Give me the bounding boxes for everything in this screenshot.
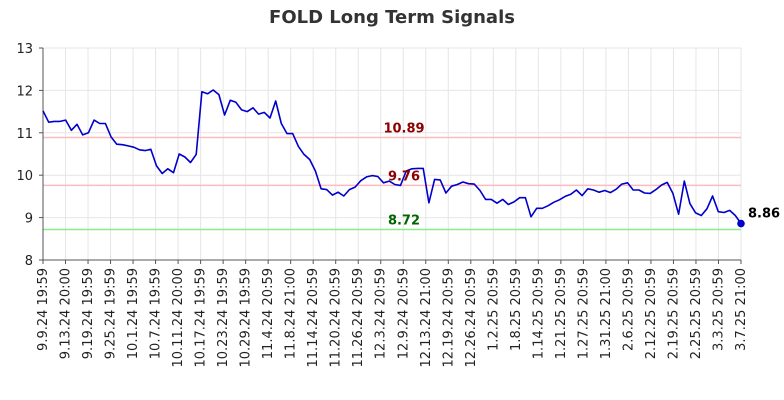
x-tick-label: 3.7.25 21:00 [734, 268, 749, 351]
x-tick-label: 1.27.25 20:59 [576, 268, 591, 359]
x-tick-label: 9.25.24 19:59 [104, 268, 119, 359]
x-tick-label: 11.14.24 20:59 [306, 268, 321, 368]
x-tick-label: 12.13.24 21:00 [419, 268, 434, 368]
x-tick-label: 10.23.24 19:59 [216, 268, 231, 368]
x-tick-label: 2.6.25 20:59 [621, 268, 636, 351]
x-tick-label: 9.19.24 19:59 [81, 268, 96, 359]
x-tick-label: 1.14.25 20:59 [531, 268, 546, 359]
y-tick-label: 10 [16, 169, 33, 184]
last-value-label: 8.86 [748, 207, 780, 222]
labels: 10.89 9.76 8.72 8.86 [383, 121, 780, 228]
x-tick-label: 12.3.24 20:59 [374, 268, 389, 359]
y-tick-label: 13 [16, 42, 33, 57]
x-tick-label: 2.25.25 20:59 [689, 268, 704, 359]
reference-label: 10.89 [383, 121, 424, 136]
y-tick-label: 8 [25, 254, 33, 269]
y-tick-label: 9 [25, 212, 33, 227]
x-tick-label: 11.8.24 21:00 [284, 268, 299, 359]
reference-label: 9.76 [388, 169, 420, 184]
x-tick-label: 1.8.25 20:59 [509, 268, 524, 351]
x-tick-label: 10.29.24 19:59 [239, 268, 254, 368]
x-tick-label: 2.12.25 20:59 [644, 268, 659, 359]
chart-title: FOLD Long Term Signals [269, 7, 515, 28]
x-tick-label: 11.26.24 20:59 [351, 268, 366, 368]
x-tick-label: 10.11.24 20:00 [171, 268, 186, 368]
x-tick-label: 12.9.24 20:59 [396, 268, 411, 359]
series [42, 89, 745, 228]
x-tick-label: 12.26.24 20:59 [464, 268, 479, 368]
x-tick-label: 10.17.24 19:59 [194, 268, 209, 368]
x-tick-label: 2.19.25 20:59 [666, 268, 681, 359]
x-tick-label: 11.4.24 20:59 [261, 268, 276, 359]
x-tick-label: 12.19.24 20:59 [441, 268, 456, 368]
last-point-marker [737, 219, 745, 228]
x-tick-label: 10.1.24 19:59 [126, 268, 141, 359]
y-tick-label: 12 [16, 84, 33, 99]
x-tick-label: 9.13.24 20:00 [59, 268, 74, 359]
price-line [42, 89, 742, 224]
reference-label: 8.72 [388, 213, 420, 228]
axes: 8 9 10 11 12 13 9.9.24 19:59 9.13.24 20:00 9.19.… [16, 42, 749, 368]
x-tick-label: 1.31.25 21:00 [599, 268, 614, 359]
grid [42, 47, 742, 261]
x-tick-label: 9.9.24 19:59 [36, 268, 51, 351]
reference-lines [43, 136, 741, 231]
y-tick-label: 11 [16, 127, 33, 142]
x-tick-label: 3.3.25 20:59 [711, 268, 726, 351]
x-tick-label: 11.20.24 20:59 [329, 268, 344, 368]
x-tick-label: 1.21.25 20:59 [554, 268, 569, 359]
x-tick-label: 1.2.25 20:59 [486, 268, 501, 351]
x-tick-label: 10.7.24 19:59 [149, 268, 164, 359]
